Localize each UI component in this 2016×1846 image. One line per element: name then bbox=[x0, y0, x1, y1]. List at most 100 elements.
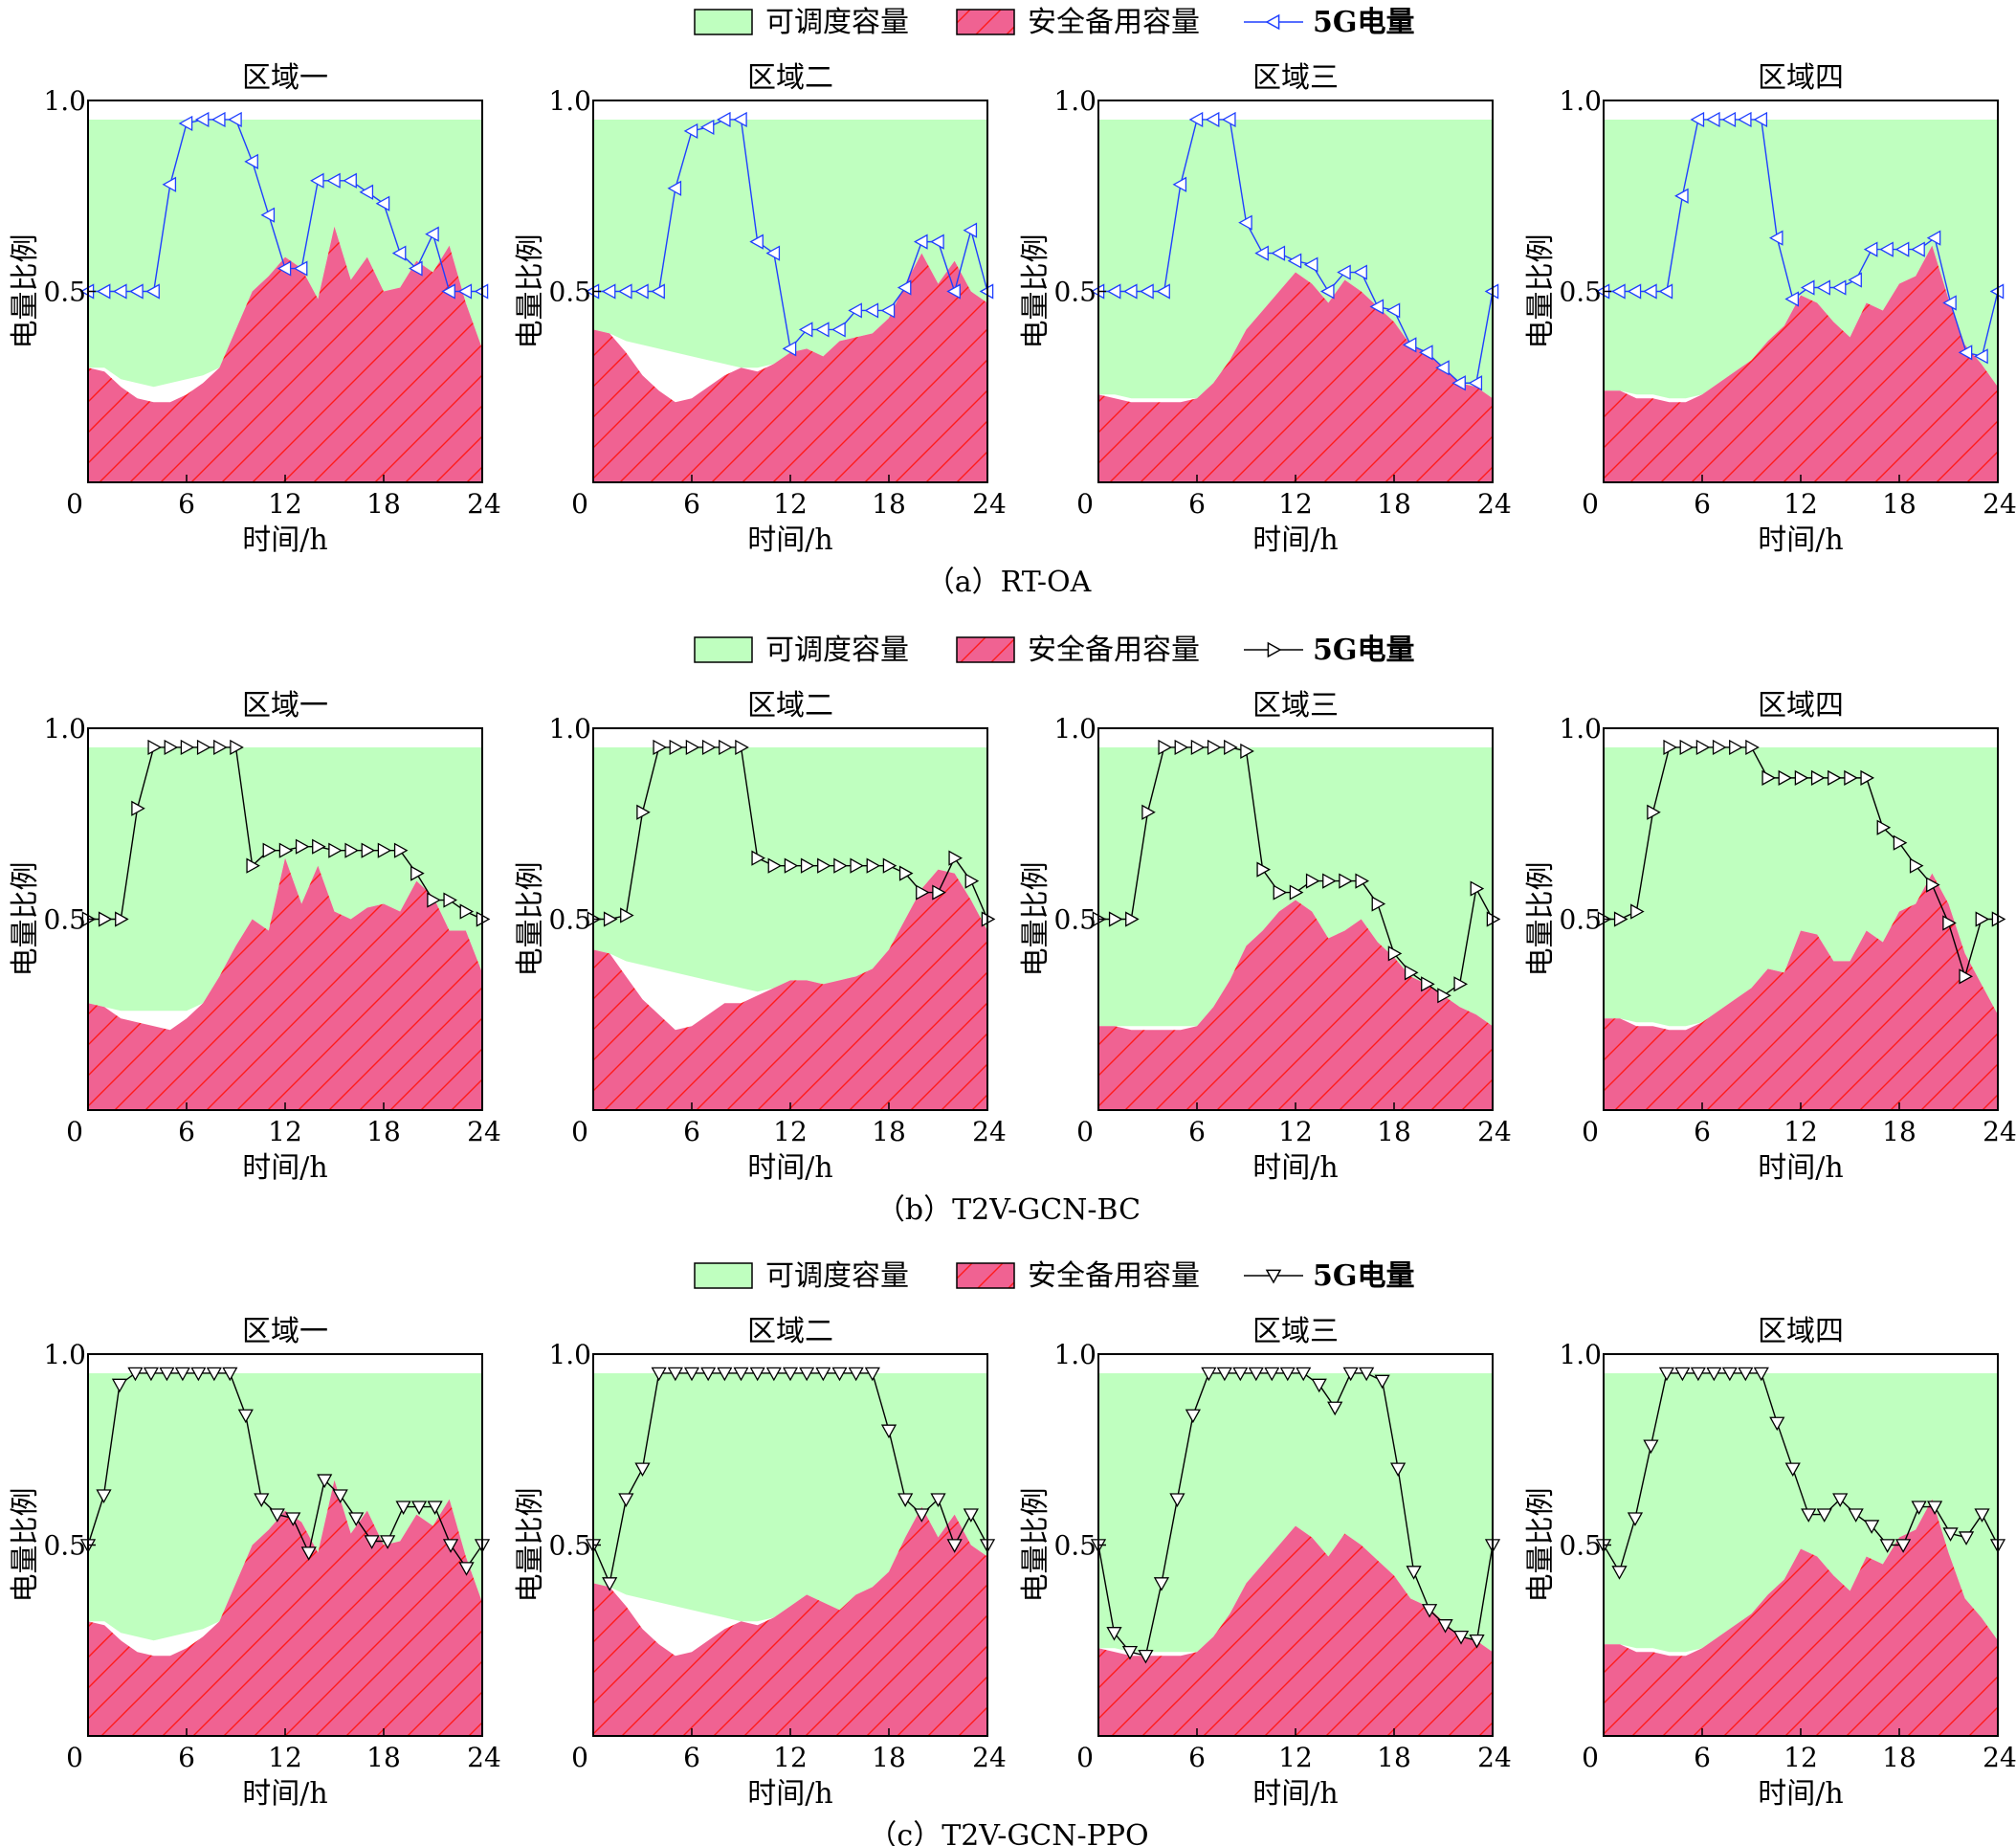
power-marker bbox=[1848, 272, 1862, 288]
power-marker bbox=[1287, 253, 1302, 269]
power-marker bbox=[317, 1474, 333, 1489]
y-tick-label: 0.5 bbox=[1559, 1530, 1602, 1562]
dispatchable-area bbox=[1098, 1372, 1493, 1653]
power-marker bbox=[1106, 1627, 1122, 1641]
power-marker bbox=[634, 1462, 651, 1478]
power-marker bbox=[1643, 283, 1657, 300]
y-tick-label: 1.0 bbox=[1053, 1339, 1097, 1370]
power-marker bbox=[1737, 111, 1752, 128]
power-marker bbox=[1468, 375, 1483, 391]
reserve-area bbox=[1098, 272, 1493, 482]
power-marker bbox=[1768, 230, 1783, 246]
panel-1: 区域一 0 6 12 18 24 0.5 1.0 时间/h 电量比例 bbox=[9, 1315, 501, 1811]
x-tick-label: 18 bbox=[366, 1116, 401, 1147]
legend-swatch-dispatchable bbox=[694, 636, 753, 663]
power-marker bbox=[309, 172, 324, 189]
power-marker bbox=[735, 739, 749, 756]
power-marker bbox=[262, 842, 277, 858]
power-marker bbox=[1942, 915, 1957, 931]
power-marker bbox=[427, 1501, 443, 1515]
x-tick-label: 24 bbox=[1477, 1116, 1512, 1147]
power-marker bbox=[98, 911, 113, 927]
power-marker bbox=[1435, 360, 1450, 376]
x-tick-label: 12 bbox=[773, 488, 808, 520]
power-marker bbox=[269, 1508, 285, 1523]
x-tick-label: 0 bbox=[1582, 1116, 1599, 1147]
power-marker bbox=[634, 283, 649, 300]
power-marker bbox=[1355, 873, 1370, 889]
power-marker bbox=[1627, 283, 1642, 300]
x-tick-label: 12 bbox=[1783, 1742, 1818, 1773]
power-marker bbox=[344, 842, 360, 858]
y-tick-label: 1.0 bbox=[43, 1339, 86, 1370]
power-marker bbox=[701, 739, 717, 756]
power-marker bbox=[1174, 739, 1189, 756]
power-marker bbox=[1106, 283, 1121, 300]
power-marker bbox=[1421, 1604, 1438, 1618]
legend: 可调度容量 安全备用容量 5G电量 bbox=[694, 634, 1415, 667]
panel-3: 区域三 0 6 12 18 24 0.5 1.0 时间/h 电量比例 bbox=[1019, 689, 1512, 1185]
dispatchable-area bbox=[88, 746, 482, 1012]
power-marker bbox=[1958, 345, 1973, 361]
x-tick-label: 24 bbox=[1477, 488, 1512, 520]
power-marker bbox=[1864, 1520, 1880, 1534]
power-marker bbox=[667, 1367, 683, 1382]
y-axis-label: 电量比例 bbox=[1524, 862, 1558, 977]
power-marker bbox=[602, 1577, 618, 1591]
power-marker bbox=[1958, 1531, 1975, 1546]
power-marker bbox=[1141, 804, 1156, 820]
legend-swatch-reserve bbox=[956, 1262, 1015, 1289]
legend-marker-power bbox=[1267, 641, 1282, 658]
power-marker bbox=[683, 1367, 700, 1382]
power-marker bbox=[699, 119, 715, 136]
power-marker bbox=[1647, 804, 1661, 820]
power-marker bbox=[1706, 111, 1720, 128]
legend-label-power: 5G电量 bbox=[1313, 6, 1415, 39]
power-marker bbox=[375, 195, 390, 211]
y-tick-label: 1.0 bbox=[1559, 1339, 1602, 1370]
power-marker bbox=[1311, 1378, 1327, 1393]
reserve-area bbox=[593, 1506, 987, 1736]
power-marker bbox=[1327, 1401, 1343, 1416]
y-axis-label: 电量比例 bbox=[9, 862, 42, 977]
power-marker bbox=[410, 865, 425, 881]
power-marker bbox=[782, 341, 797, 357]
power-marker bbox=[393, 842, 409, 858]
power-marker bbox=[1216, 1367, 1232, 1382]
x-tick-label: 24 bbox=[1983, 488, 2016, 520]
power-marker bbox=[898, 865, 914, 881]
power-marker bbox=[1860, 769, 1875, 786]
power-marker bbox=[1303, 256, 1318, 273]
power-marker bbox=[1271, 245, 1286, 261]
x-tick-label: 18 bbox=[1882, 488, 1916, 520]
power-marker bbox=[1801, 1508, 1817, 1523]
power-marker bbox=[1371, 896, 1386, 912]
power-marker bbox=[651, 1367, 667, 1382]
power-marker bbox=[1784, 1462, 1801, 1478]
y-tick-label: 1.0 bbox=[548, 713, 591, 745]
power-marker bbox=[1185, 1409, 1201, 1424]
power-marker bbox=[1437, 988, 1451, 1004]
power-marker bbox=[194, 111, 210, 128]
power-marker bbox=[749, 1367, 765, 1382]
power-marker bbox=[963, 1508, 979, 1523]
power-marker bbox=[914, 1508, 930, 1523]
power-line bbox=[1097, 1372, 1494, 1657]
power-marker bbox=[1828, 769, 1842, 786]
power-marker bbox=[733, 111, 747, 128]
power-marker bbox=[96, 1489, 112, 1503]
power-marker bbox=[620, 907, 634, 923]
power-marker bbox=[1156, 283, 1170, 300]
power-marker bbox=[1188, 111, 1204, 128]
power-marker bbox=[1232, 1367, 1249, 1382]
legend-marker-power bbox=[1265, 13, 1280, 31]
power-marker bbox=[1800, 279, 1815, 296]
y-tick-label: 1.0 bbox=[1559, 713, 1602, 745]
power-marker bbox=[1248, 1367, 1264, 1382]
legend-label-reserve: 安全备用容量 bbox=[1028, 1259, 1200, 1293]
x-tick-label: 6 bbox=[178, 1742, 195, 1773]
power-marker bbox=[1385, 302, 1401, 319]
legend-marker-power bbox=[1265, 1269, 1282, 1284]
power-marker bbox=[800, 857, 815, 874]
